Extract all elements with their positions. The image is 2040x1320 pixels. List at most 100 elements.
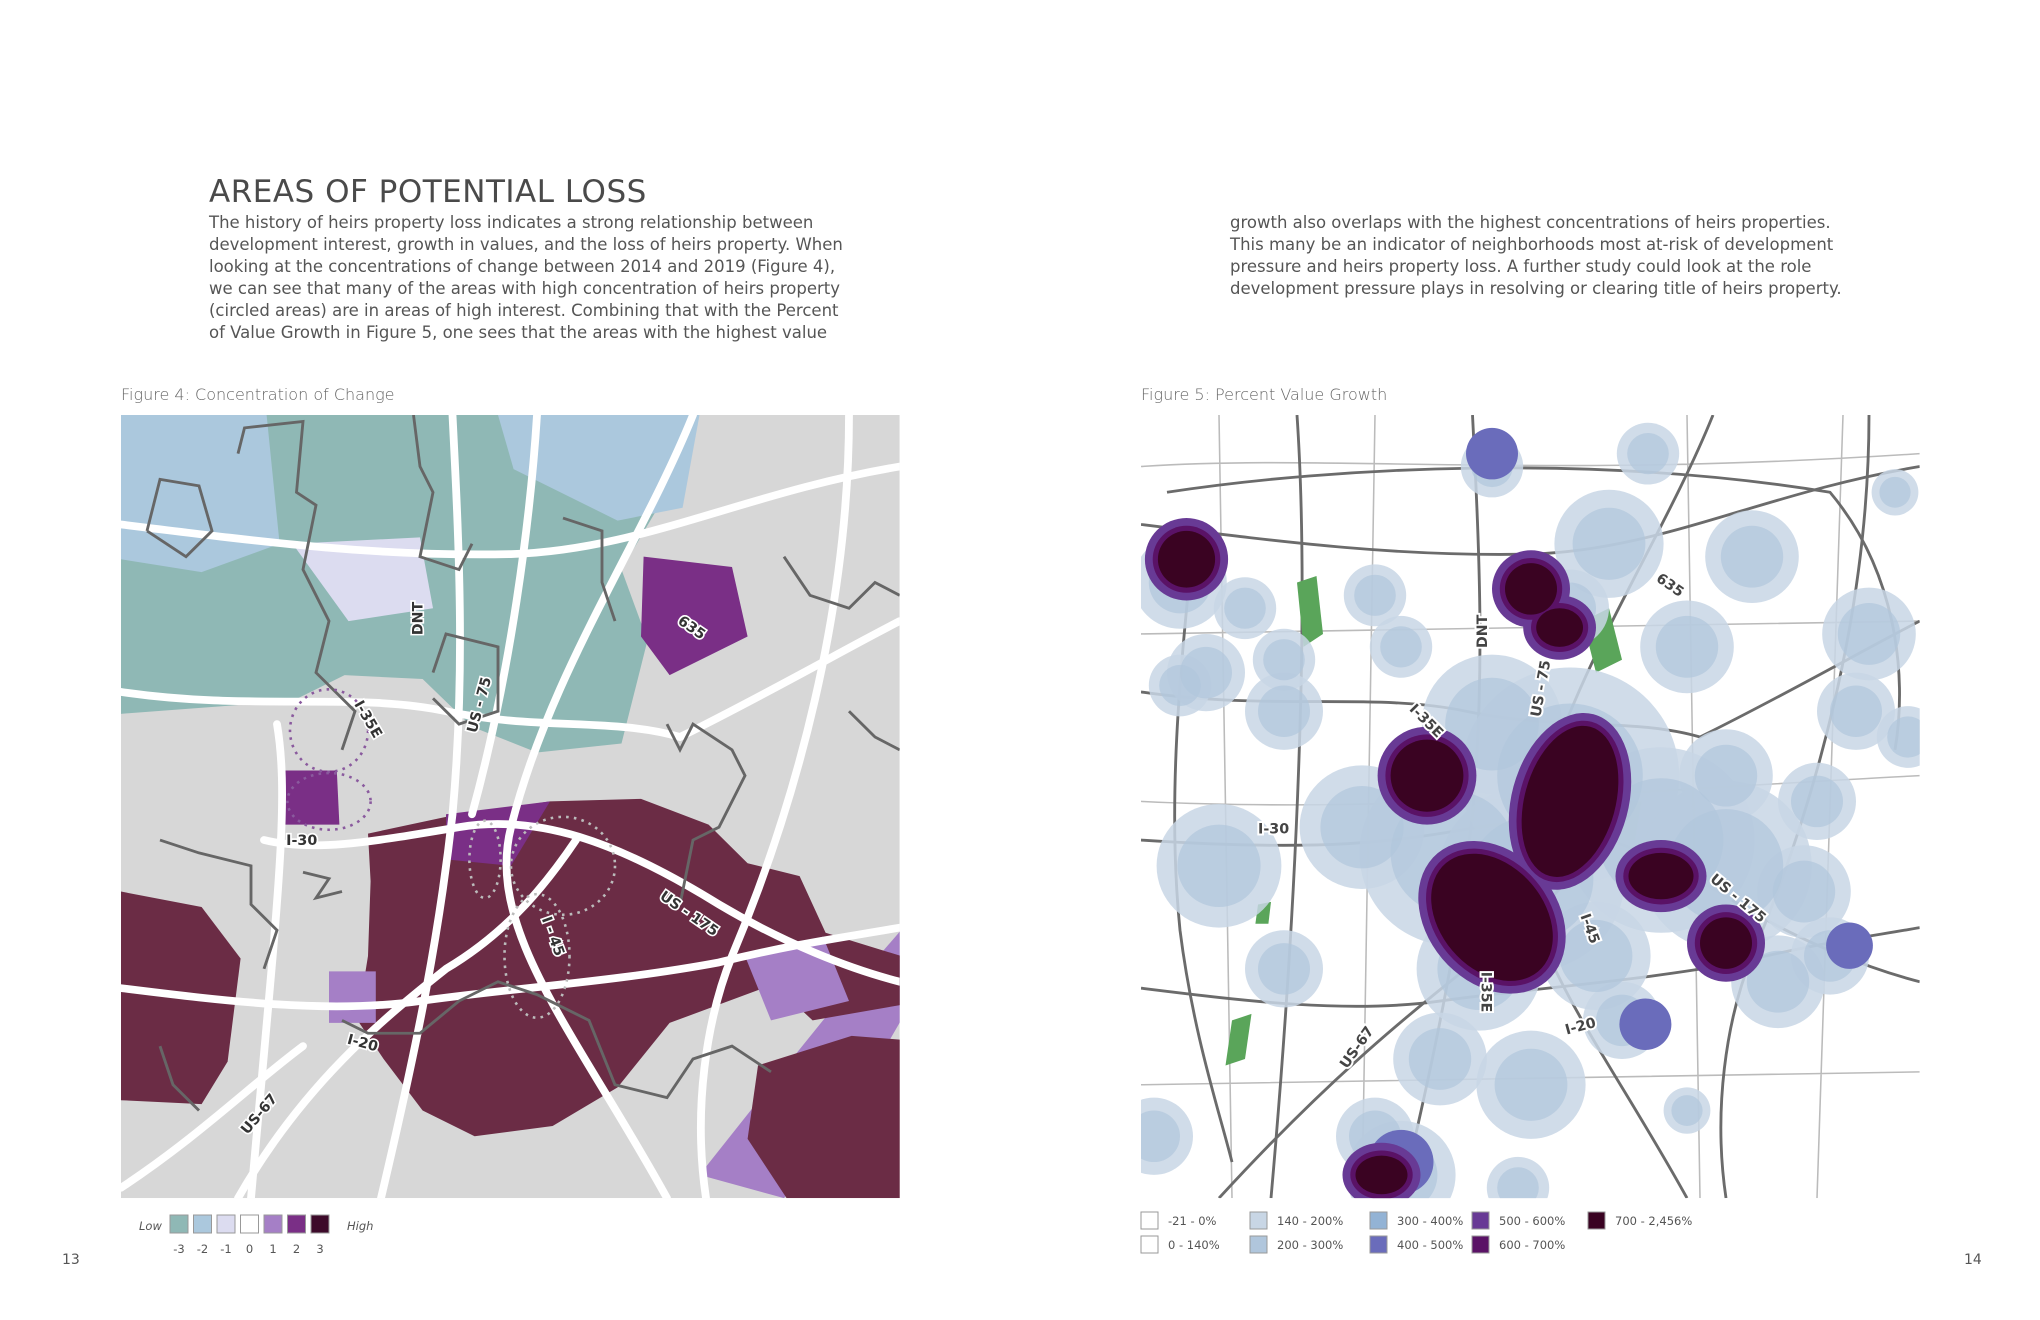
roads [121,415,900,1199]
legend-low: Low [139,1219,162,1233]
focus-circle [503,892,571,1020]
body-line: of Value Growth in Figure 5, one sees th… [209,323,827,342]
boundary [341,980,772,1100]
boundary [665,722,747,905]
body-line: (circled areas) are in areas of high int… [209,301,839,320]
growth-area [1572,507,1646,580]
road [121,617,900,742]
growth-area [1559,919,1633,993]
focus-circles [286,688,372,832]
legend-swatch [169,1214,189,1234]
growth-area [1700,917,1752,969]
road-label: DNT [1475,614,1491,648]
legend-label: 200 - 300% [1277,1238,1343,1252]
boundary [431,632,500,726]
growth-area [1320,785,1404,869]
region [284,770,340,825]
growth-area [1141,1110,1180,1163]
focus-circle [509,815,617,917]
legend: -21 - 0% 0 - 140% 140 - 200% 200 - 300% 300 … [1140,1211,1692,1254]
park [1225,1013,1252,1066]
legend-swatch [1140,1235,1159,1254]
growth-area [1408,1028,1472,1090]
body-line: growth also overlaps with the highest co… [1230,213,1831,232]
growth-area [1826,922,1873,969]
legend-label: 2 [293,1242,300,1256]
road [234,836,580,1199]
growth-area [1830,685,1882,737]
growth-area [1655,615,1719,678]
boundary [562,516,617,622]
legend-label: 300 - 400% [1397,1214,1463,1228]
legend-label: -1 [220,1242,231,1256]
region [747,1035,900,1199]
city-boundaries [145,415,900,1112]
road [247,720,286,1199]
legend-swatch [216,1214,236,1234]
boundary [158,1045,201,1112]
road-label: I-30 [1258,822,1289,838]
body-line: pressure and heirs property loss. A furt… [1230,257,1811,276]
region [641,556,748,676]
road [468,415,541,819]
growth-area [1354,574,1396,616]
growth-area [1521,725,1619,877]
legend: Low -3 -2 -1 0 1 2 3 High [139,1214,373,1256]
growth-area [1224,587,1266,629]
growth-area [1497,1167,1539,1199]
road [1269,415,1304,1199]
page-number: 13 [62,1252,80,1268]
region [292,537,433,622]
body-line: This many be an indicator of neighborhoo… [1229,235,1834,254]
growth-area [1466,427,1518,480]
legend-label: 1 [269,1242,276,1256]
growth-area [1355,1155,1408,1195]
legend-label: 3 [316,1242,323,1256]
legend-swatch [1369,1235,1388,1254]
figure-caption: Figure 4: Concentration of Change [121,385,395,404]
road-label: I-30 [286,833,317,849]
legend-swatch [1369,1211,1388,1230]
figure-caption: Figure 5: Percent Value Growth [1141,385,1387,404]
growth-area [1258,685,1310,737]
legend-swatch [287,1214,306,1234]
legend-swatch [1140,1211,1159,1230]
park [1297,576,1323,647]
boundary [782,555,900,610]
boundary [236,419,357,751]
focus-circle [288,688,370,774]
growth-area [1720,525,1784,588]
growth-areas [1141,422,1920,1199]
legend-swatch [1587,1211,1606,1230]
road [260,820,900,986]
focus-circles-light [468,815,617,1020]
legend-swatch [240,1214,259,1234]
road-label: I-35E [1478,972,1494,1013]
body-left: The history of heirs property loss indic… [208,213,843,342]
legend-label: 140 - 200% [1277,1214,1343,1228]
legend-swatch [1249,1211,1268,1230]
body-line: development interest, growth in values, … [209,235,843,254]
boundary [847,710,900,752]
growth-area [1390,739,1464,812]
legend-label: 400 - 500% [1397,1238,1463,1252]
legend-label: 700 - 2,456% [1615,1214,1692,1228]
body-right: growth also overlaps with the highest co… [1229,213,1842,298]
growth-area [1837,603,1901,665]
growth-area [1380,626,1422,668]
focus-circle [286,771,372,832]
road [697,415,853,1199]
growth-area [1671,1095,1703,1126]
legend-swatch [1471,1211,1490,1230]
road [121,1042,307,1192]
growth-area [1157,530,1216,588]
road-label: DNT [411,602,427,636]
growth-area [1746,950,1810,1013]
